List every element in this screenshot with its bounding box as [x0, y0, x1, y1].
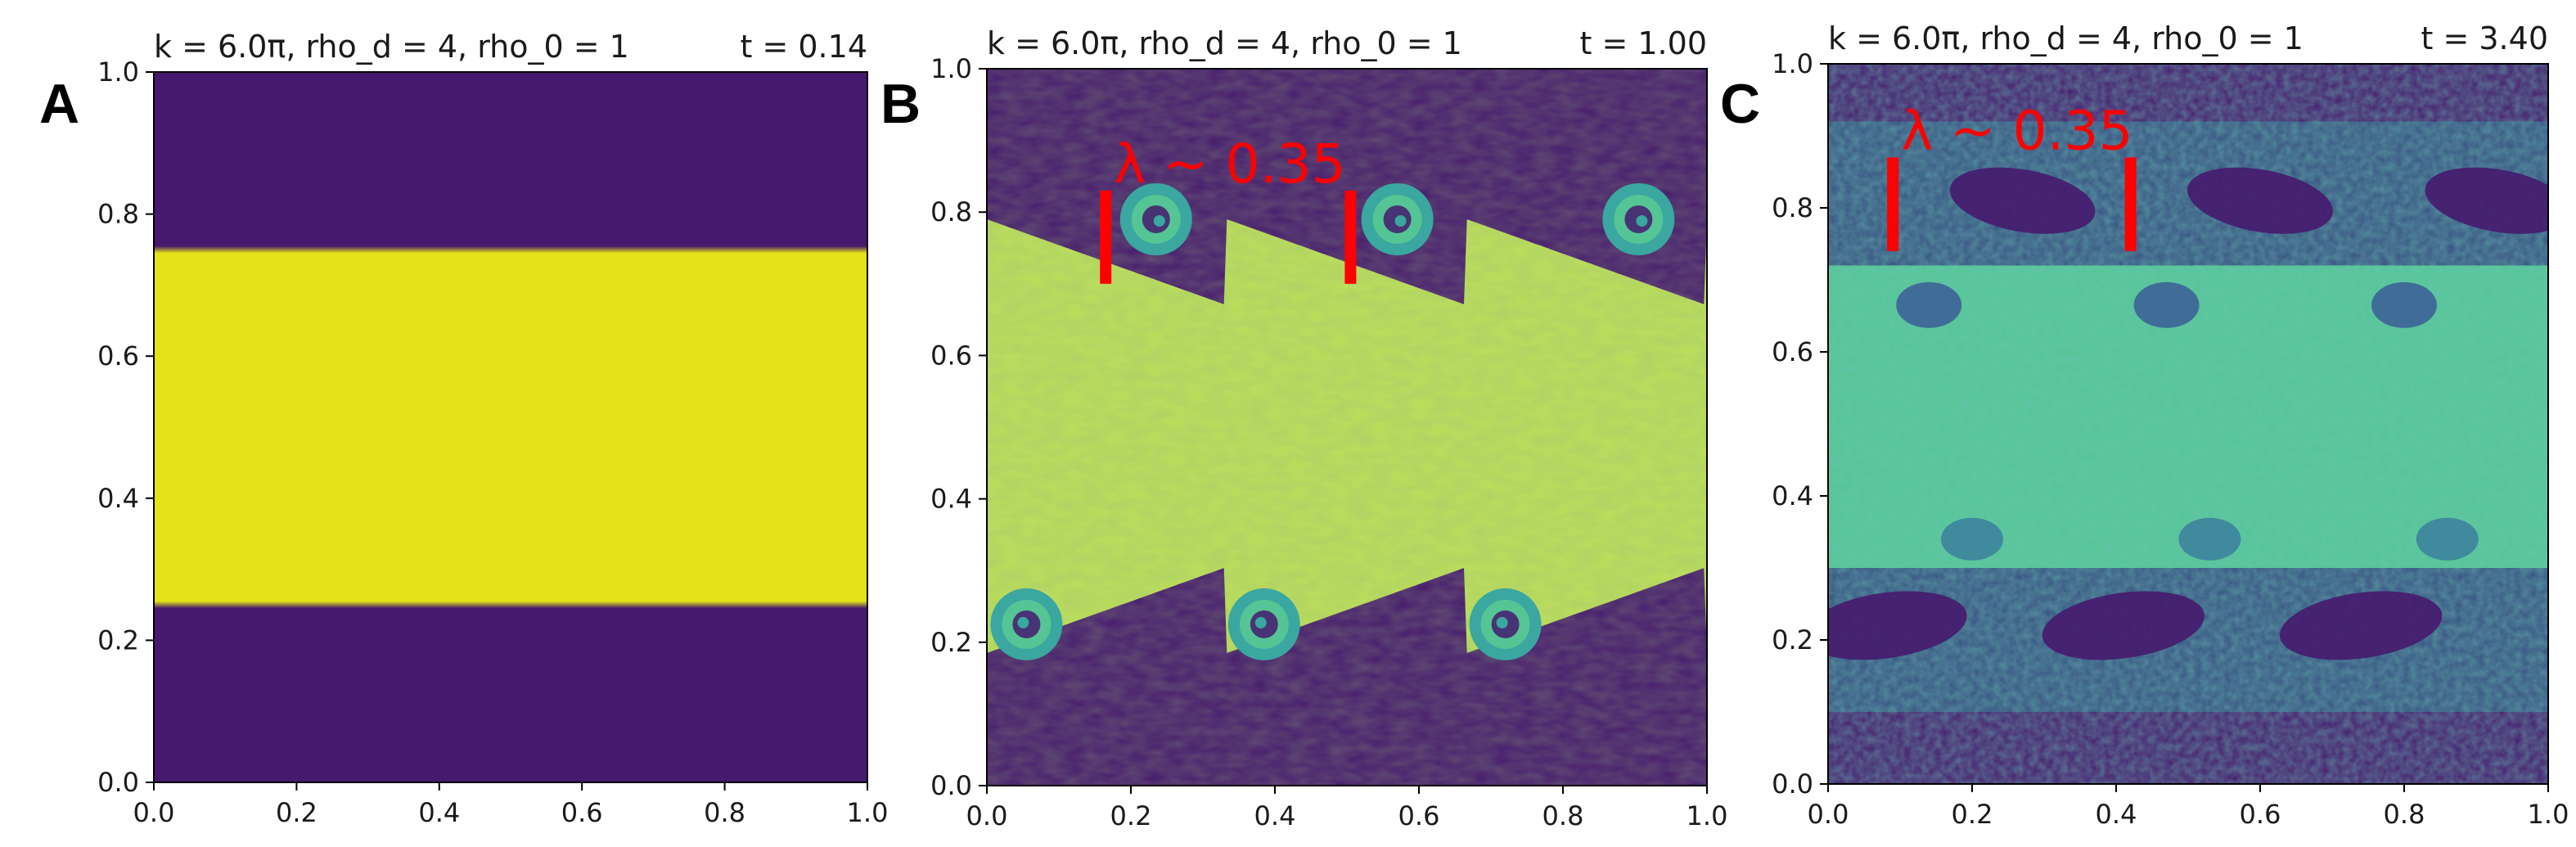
- x-tick-label: 0.6: [561, 797, 603, 828]
- y-tick-label: 0.8: [97, 199, 139, 230]
- vortex-eye: [1153, 214, 1165, 227]
- axes-frame: [1827, 63, 2549, 785]
- lower-finger: [2416, 517, 2479, 561]
- texture: [1828, 64, 2548, 784]
- wavelength-marker: [1344, 190, 1357, 284]
- x-tick-label: 0.2: [1110, 800, 1152, 831]
- y-tick-label: 0.2: [930, 627, 972, 658]
- y-tick-label: 0.6: [97, 340, 139, 372]
- y-tick-label: 0.0: [97, 767, 139, 798]
- x-tick-label: 0.6: [2240, 799, 2281, 830]
- y-tick-label: 0.0: [1772, 768, 1813, 800]
- lower-finger: [1941, 517, 2003, 561]
- x-tick-label: 0.4: [2096, 799, 2137, 830]
- density-field: [987, 69, 1707, 786]
- panel-b: 0.0 0.2 0.4 0.6 0.8 1.0 0.0 0.2 0.4 0.6 0.8 1.0 k = …: [880, 25, 1727, 831]
- field-background: [154, 72, 867, 782]
- panel-label: C: [1720, 73, 1760, 135]
- x-tick-label: 0.0: [133, 797, 175, 828]
- panel-c: 0.0 0.2 0.4 0.6 0.8 1.0 0.0 0.2 0.4 0.6 0.8 1.0 k = …: [1720, 20, 2569, 830]
- wavelength-annotation: λ ~ 0.35: [1901, 99, 2132, 162]
- wavelength-marker: [1100, 190, 1112, 284]
- x-tick-label: 0.0: [966, 800, 1008, 831]
- x-tick-label: 0.2: [1952, 799, 1993, 830]
- panel-time: t = 0.14: [740, 29, 867, 65]
- lower-finger: [2178, 517, 2241, 561]
- vortex-eye: [1017, 616, 1029, 628]
- vortex-eye: [1496, 616, 1508, 628]
- upper-eddy: [2187, 167, 2333, 234]
- upper-finger: [2133, 282, 2200, 328]
- y-tick-label: 0.6: [930, 340, 972, 371]
- y-tick-label: 0.2: [97, 624, 139, 656]
- wavelength-marker: [2124, 157, 2137, 251]
- panel-title: k = 6.0π, rho_d = 4, rho_0 = 1: [154, 29, 629, 65]
- upper-finger: [2371, 282, 2437, 328]
- y-tick-label: 0.0: [930, 770, 972, 801]
- y-tick-label: 1.0: [1772, 48, 1813, 79]
- vortex-eye: [1636, 214, 1648, 227]
- y-tick-label: 0.8: [930, 196, 972, 228]
- x-tick-label: 0.4: [1254, 800, 1296, 831]
- axes-frame: [986, 68, 1708, 786]
- lower-eddy: [2042, 591, 2204, 660]
- x-tick-label: 0.8: [1542, 800, 1584, 831]
- lower-eddy: [1828, 591, 1967, 660]
- y-tick-label: 1.0: [97, 56, 139, 88]
- x-tick-label: 1.0: [1687, 800, 1728, 831]
- y-tick-label: 0.4: [1772, 480, 1813, 511]
- y-tick-label: 0.6: [1772, 336, 1813, 367]
- wavelength-marker: [1887, 157, 1899, 251]
- panel-time: t = 3.40: [2421, 20, 2548, 56]
- lower-eddy: [2280, 591, 2443, 660]
- y-tick-label: 0.2: [1772, 624, 1813, 656]
- wavelength-annotation: λ ~ 0.35: [1114, 133, 1345, 196]
- x-tick-label: 1.0: [2528, 799, 2569, 830]
- x-tick-label: 0.4: [418, 797, 460, 828]
- y-tick-label: 0.4: [930, 484, 972, 515]
- axes-frame: [153, 71, 868, 783]
- panel-title: k = 6.0π, rho_d = 4, rho_0 = 1: [987, 25, 1462, 61]
- vortex-eye: [1254, 616, 1267, 628]
- upper-eddy: [2425, 167, 2548, 234]
- x-tick-label: 0.6: [1398, 800, 1440, 831]
- panel-time: t = 1.00: [1579, 25, 1707, 61]
- x-tick-label: 0.2: [276, 797, 317, 828]
- y-tick-label: 0.4: [97, 483, 139, 514]
- x-tick-label: 0.8: [704, 797, 745, 828]
- panel-title: k = 6.0π, rho_d = 4, rho_0 = 1: [1828, 20, 2304, 56]
- x-tick-label: 1.0: [847, 797, 889, 828]
- upper-eddy: [1949, 167, 2096, 234]
- texture: [987, 69, 1707, 786]
- panel-label: A: [39, 73, 79, 135]
- x-tick-label: 0.0: [1808, 799, 1849, 830]
- y-tick-label: 0.8: [1772, 192, 1813, 223]
- vortex-eye: [1394, 214, 1407, 227]
- panel-a: 0.0 0.2 0.4 0.6 0.8 1.0 0.0 0.2 0.4 0.6 0.8 1.0 k = …: [39, 29, 888, 828]
- upper-finger: [1896, 282, 1962, 328]
- x-tick-label: 0.8: [2384, 799, 2425, 830]
- density-field: [154, 72, 867, 782]
- density-field: [1828, 64, 2548, 784]
- y-tick-label: 1.0: [930, 53, 972, 84]
- panel-label: B: [880, 73, 921, 135]
